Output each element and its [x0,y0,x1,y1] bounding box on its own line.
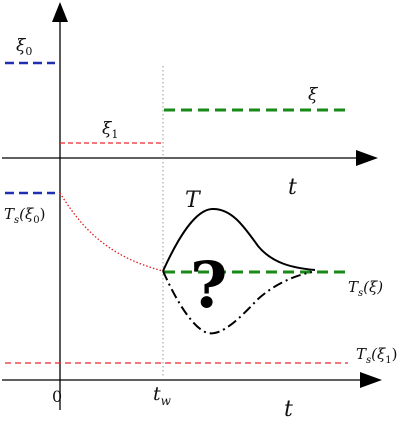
bottom-axis-t-label: t [284,397,293,422]
top-axis-t-label: t [288,175,297,200]
protocol-panel: ξ0 ξ1 ξ t [2,2,378,410]
temperature-panel: T ? Ts(ξ0) Ts(ξ) Ts(ξ1) 0 tw t [2,188,398,422]
temperature-curve-lower [162,270,313,335]
arrow-right-icon [360,372,382,388]
question-mark: ? [190,248,228,323]
xi1-label: ξ1 [102,119,118,141]
ts-xi-label: Ts(ξ) [348,278,383,299]
tw-label: tw [153,383,172,408]
ts-xi1-label: Ts(ξ1) [356,345,398,366]
temperature-T-label: T [185,188,202,213]
xi-label: ξ [308,85,319,105]
ts-xi0-label: Ts(ξ0) [4,205,46,226]
arrow-up-icon [52,2,68,22]
arrow-right-icon [356,150,378,166]
xi0-label: ξ0 [16,36,32,58]
origin-label: 0 [52,387,62,406]
relaxation-curve [59,192,164,272]
temperature-curve-upper [162,207,316,272]
